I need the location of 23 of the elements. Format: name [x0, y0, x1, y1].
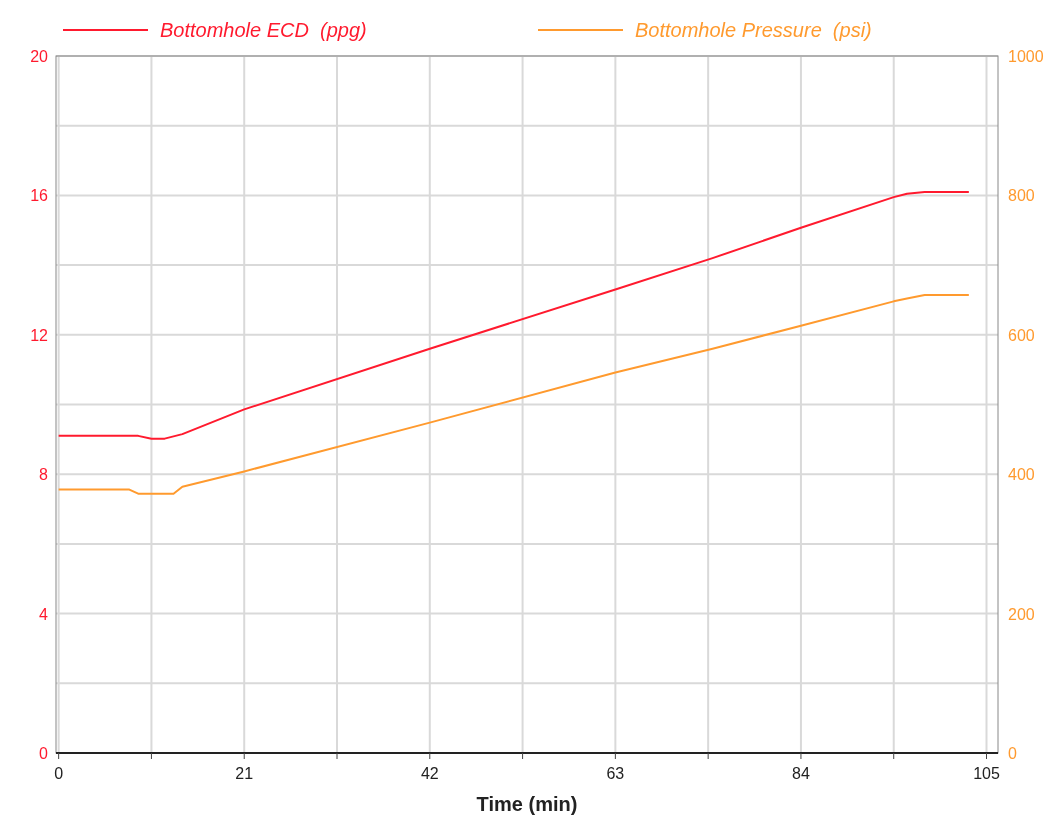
x-tick-label: 42 [420, 765, 439, 782]
y2-tick-label: 1000 [1008, 48, 1044, 65]
x-axis-title: Time (min) [476, 793, 578, 815]
x-tick-label: 0 [54, 765, 64, 782]
x-tick-label: 105 [973, 765, 1000, 782]
y2-tick-label: 200 [1008, 605, 1035, 623]
line-series [57, 294, 970, 495]
y-tick-label: 0 [39, 745, 49, 762]
y-tick-label: 16 [30, 187, 49, 205]
x-tick-label: 63 [606, 765, 625, 782]
x-tick-label: 21 [235, 765, 254, 782]
x-tick-label: 84 [792, 765, 810, 782]
y2-tick-label: 400 [1008, 466, 1035, 484]
y2-tick-label: 0 [1008, 745, 1017, 762]
line-series [57, 190, 970, 440]
y-tick-label: 12 [30, 326, 49, 344]
y-tick-label: 20 [30, 48, 49, 65]
y-tick-label: 4 [39, 605, 49, 623]
y2-tick-label: 600 [1008, 326, 1035, 344]
legend-label: Bottomhole ECD (ppg) [160, 19, 367, 41]
y-tick-label: 8 [39, 466, 49, 484]
legend-label: Bottomhole Pressure (psi) [635, 19, 872, 41]
y2-tick-label: 800 [1008, 187, 1035, 205]
